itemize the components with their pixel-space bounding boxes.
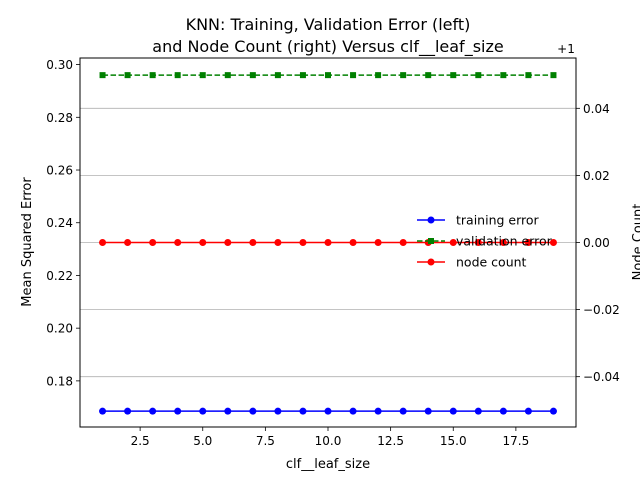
data-point (350, 72, 357, 79)
data-point (224, 239, 232, 246)
data-point (375, 72, 382, 79)
data-point (99, 407, 107, 415)
data-point (474, 239, 482, 246)
data-point (149, 239, 157, 246)
data-point (499, 239, 507, 246)
data-point (99, 72, 106, 79)
y-left-tick-label: 0.22 (46, 269, 73, 283)
x-tick-label: 17.5 (503, 434, 530, 448)
right-axis-offset-label: +1 (557, 42, 575, 56)
data-point (324, 407, 332, 415)
data-point (224, 72, 231, 79)
data-point (224, 407, 232, 415)
y-right-tick-label: 0.00 (583, 236, 610, 250)
data-point (299, 72, 306, 79)
x-tick-label: 12.5 (377, 434, 404, 448)
legend-label: validation error (456, 234, 553, 249)
series-training-error (99, 407, 557, 415)
data-point (424, 407, 432, 415)
data-point (399, 239, 407, 246)
legend: training error validation error node count (417, 213, 553, 270)
y-left-axis-ticks: 0.18 0.20 0.22 0.24 0.26 0.28 0.30 (46, 58, 80, 388)
y-left-tick-label: 0.24 (46, 216, 73, 230)
y-right-tick-label: 0.02 (583, 169, 610, 183)
data-point (249, 407, 257, 415)
data-point (274, 407, 282, 415)
y-right-axis-label: Node Count (631, 204, 640, 281)
series-node-count (99, 239, 557, 246)
data-point (99, 239, 107, 246)
x-tick-label: 15.0 (440, 434, 467, 448)
y-left-tick-label: 0.30 (46, 58, 73, 72)
chart-title-line1: KNN: Training, Validation Error (left) (186, 15, 471, 34)
chart-title-line2: and Node Count (right) Versus clf__leaf_… (152, 37, 503, 57)
data-point (325, 72, 331, 79)
data-point (199, 239, 207, 246)
data-point (324, 239, 332, 246)
data-point (274, 239, 282, 246)
x-tick-label: 2.5 (131, 434, 150, 448)
y-right-tick-label: −0.02 (583, 303, 620, 317)
data-point (149, 407, 157, 415)
y-left-axis-label: Mean Squared Error (20, 177, 35, 307)
data-point (174, 72, 181, 79)
x-tick-label: 10.0 (315, 434, 342, 448)
data-point (499, 407, 507, 415)
data-point (500, 72, 507, 79)
y-right-tick-label: −0.04 (583, 370, 620, 384)
y-left-tick-label: 0.26 (46, 164, 73, 178)
data-point (475, 72, 482, 79)
data-point (450, 72, 457, 79)
data-point (525, 72, 532, 79)
data-point (299, 407, 307, 415)
legend-label: node count (456, 255, 527, 270)
data-point (474, 407, 482, 415)
x-tick-label: 7.5 (256, 434, 275, 448)
y-left-tick-label: 0.28 (46, 111, 73, 125)
data-point (425, 72, 432, 79)
y-left-tick-label: 0.20 (46, 322, 73, 336)
data-point (449, 239, 457, 246)
data-point (349, 407, 357, 415)
data-point (174, 407, 182, 415)
series-validation-error (99, 72, 557, 79)
data-point (549, 239, 557, 246)
y-left-tick-label: 0.18 (46, 374, 73, 388)
y-right-axis-ticks: −0.04 −0.02 0.00 0.02 0.04 (576, 102, 620, 384)
data-point (549, 407, 557, 415)
y-right-tick-label: 0.04 (583, 102, 610, 116)
data-point (249, 72, 256, 79)
data-point (524, 239, 532, 246)
data-point (374, 407, 382, 415)
data-point (400, 72, 407, 79)
legend-label: training error (456, 213, 540, 228)
data-point (149, 72, 156, 79)
data-point (274, 72, 281, 79)
data-point (174, 239, 182, 246)
data-point (124, 72, 131, 79)
x-axis-label: clf__leaf_size (286, 457, 370, 472)
data-point (449, 407, 457, 415)
legend-marker (427, 258, 435, 266)
legend-marker (427, 216, 435, 224)
data-point (199, 72, 206, 79)
data-point (249, 239, 257, 246)
data-point (550, 72, 557, 79)
data-point (124, 407, 132, 415)
legend-marker (428, 238, 434, 244)
series-layer (99, 72, 557, 415)
x-tick-label: 5.0 (193, 434, 212, 448)
data-point (374, 239, 382, 246)
data-point (524, 407, 532, 415)
data-point (124, 239, 132, 246)
x-axis-ticks: 2.5 5.0 7.5 10.0 12.5 15.0 17.5 (131, 427, 530, 448)
data-point (299, 239, 307, 246)
data-point (399, 407, 407, 415)
data-point (199, 407, 207, 415)
data-point (349, 239, 357, 246)
